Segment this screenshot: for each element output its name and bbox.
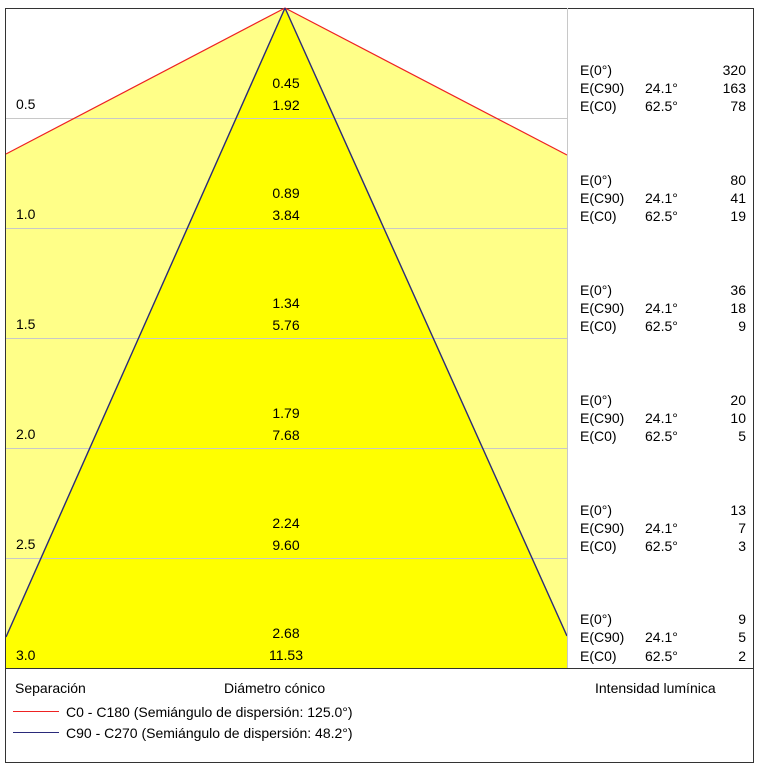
c0-angle: 62.5° bbox=[645, 98, 678, 114]
c90-angle: 24.1° bbox=[645, 629, 678, 645]
cone-diameter-value: 11.53 bbox=[269, 647, 303, 663]
cone-radius-value: 2.24 bbox=[272, 515, 300, 531]
e-c0-label: E(C0) bbox=[580, 538, 617, 554]
c0-angle: 62.5° bbox=[645, 318, 678, 334]
e-c0-label: E(C0) bbox=[580, 428, 617, 444]
diameter-header: Diámetro cónico bbox=[224, 680, 326, 696]
c90-angle: 24.1° bbox=[645, 300, 678, 316]
cone-diameter-value: 1.92 bbox=[272, 97, 300, 113]
e-c90-label: E(C90) bbox=[580, 410, 625, 426]
c0-angle: 62.5° bbox=[645, 428, 678, 444]
c0-angle: 62.5° bbox=[645, 648, 678, 664]
e0-value: 36 bbox=[730, 282, 746, 298]
diagram-frame bbox=[5, 8, 754, 763]
c90-line-left bbox=[5, 7, 286, 638]
c0-line-left bbox=[5, 7, 286, 155]
e0-label: E(0°) bbox=[580, 62, 613, 78]
cone-radius-value: 1.79 bbox=[272, 405, 300, 421]
e-c90-label: E(C90) bbox=[580, 520, 625, 536]
e-c90-label: E(C90) bbox=[580, 190, 625, 206]
cone-radius-value: 0.45 bbox=[272, 75, 300, 91]
e0-label: E(0°) bbox=[580, 392, 613, 408]
separation-value: 3.0 bbox=[16, 647, 36, 663]
e0-value: 80 bbox=[730, 172, 746, 188]
c0-angle: 62.5° bbox=[645, 208, 678, 224]
cone-radius-value: 0.89 bbox=[272, 185, 300, 201]
c90-legend-swatch bbox=[13, 732, 59, 733]
e0-label: E(0°) bbox=[580, 502, 613, 518]
e-c0-label: E(C0) bbox=[580, 208, 617, 224]
separation-value: 0.5 bbox=[16, 96, 36, 112]
e0-value: 13 bbox=[730, 502, 746, 518]
e-c90-value: 10 bbox=[730, 410, 746, 426]
separation-value: 1.0 bbox=[16, 206, 36, 222]
e-c90-value: 7 bbox=[738, 520, 746, 536]
separation-header: Separación bbox=[15, 680, 86, 696]
e-c0-value: 19 bbox=[730, 208, 746, 224]
c0-lines bbox=[5, 7, 568, 156]
e-c0-value: 2 bbox=[738, 648, 746, 664]
e-c0-value: 78 bbox=[730, 98, 746, 114]
e0-value: 20 bbox=[730, 392, 746, 408]
e0-label: E(0°) bbox=[580, 172, 613, 188]
separation-value: 2.5 bbox=[16, 536, 36, 552]
cone-radius-value: 2.68 bbox=[272, 625, 300, 641]
c90-legend-label: C90 - C270 (Semiángulo de dispersión: 48… bbox=[66, 725, 353, 741]
e0-value: 9 bbox=[738, 611, 746, 627]
c90-angle: 24.1° bbox=[645, 80, 678, 96]
c90-angle: 24.1° bbox=[645, 520, 678, 536]
e-c90-value: 163 bbox=[722, 80, 746, 96]
cone-diameter-value: 7.68 bbox=[272, 427, 300, 443]
e-c90-label: E(C90) bbox=[580, 80, 625, 96]
c90-line-right bbox=[284, 7, 568, 637]
e-c0-label: E(C0) bbox=[580, 98, 617, 114]
e-c0-value: 9 bbox=[738, 318, 746, 334]
c0-legend-swatch bbox=[13, 711, 59, 712]
e-c90-label: E(C90) bbox=[580, 300, 625, 316]
c90-angle: 24.1° bbox=[645, 190, 678, 206]
e-c90-value: 41 bbox=[730, 190, 746, 206]
c90-angle: 24.1° bbox=[645, 410, 678, 426]
e0-label: E(0°) bbox=[580, 611, 613, 627]
cone-diameter-value: 3.84 bbox=[272, 207, 300, 223]
intensity-header: Intensidad lumínica bbox=[595, 680, 716, 696]
e-c90-value: 18 bbox=[730, 300, 746, 316]
cone-radius-value: 1.34 bbox=[272, 295, 300, 311]
grid-lines bbox=[6, 118, 567, 559]
e-c0-value: 5 bbox=[738, 428, 746, 444]
e-c0-value: 3 bbox=[738, 538, 746, 554]
e-c0-label: E(C0) bbox=[580, 318, 617, 334]
c0-angle: 62.5° bbox=[645, 538, 678, 554]
e0-label: E(0°) bbox=[580, 282, 613, 298]
c0-legend-label: C0 - C180 (Semiángulo de dispersión: 125… bbox=[66, 704, 353, 720]
c90-lines bbox=[5, 7, 568, 638]
separation-value: 1.5 bbox=[16, 316, 36, 332]
separation-value: 2.0 bbox=[16, 426, 36, 442]
e-c0-label: E(C0) bbox=[580, 648, 617, 664]
c0-line-right bbox=[284, 7, 568, 156]
cone-diameter-value: 9.60 bbox=[272, 537, 300, 553]
e0-value: 320 bbox=[722, 62, 746, 78]
e-c90-label: E(C90) bbox=[580, 629, 625, 645]
cone-diameter-value: 5.76 bbox=[272, 317, 300, 333]
e-c90-value: 5 bbox=[738, 629, 746, 645]
